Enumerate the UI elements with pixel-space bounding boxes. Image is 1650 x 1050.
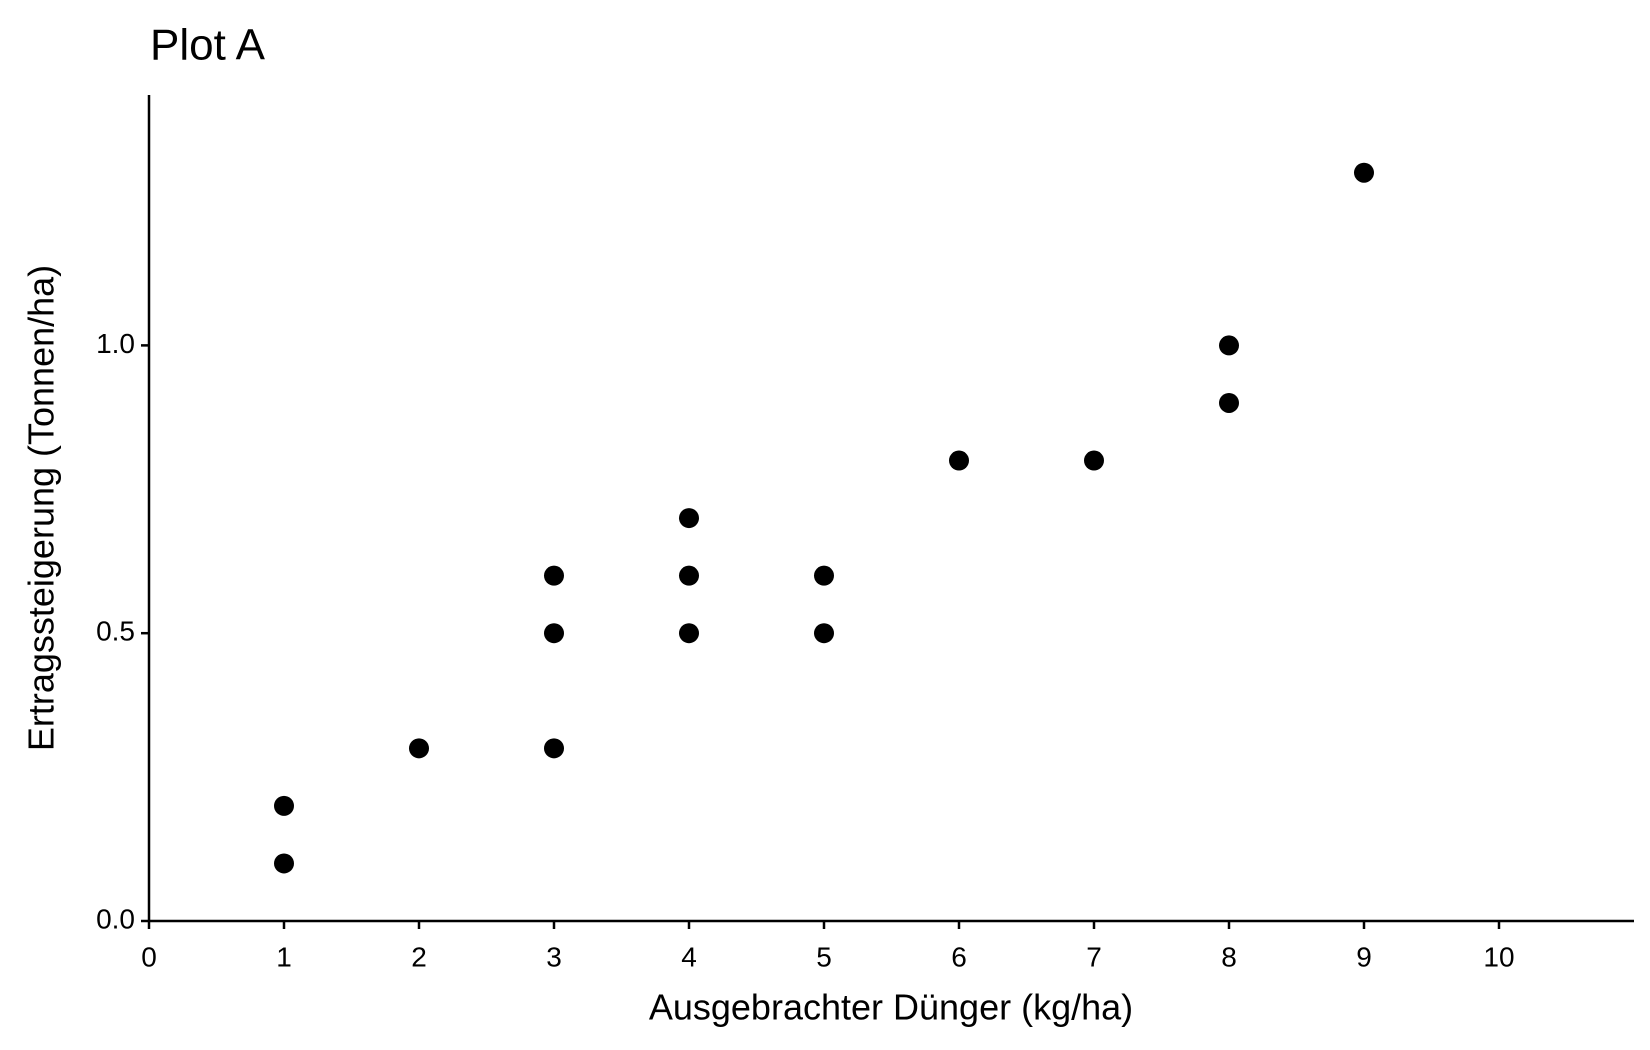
point (814, 565, 834, 586)
y-tick-label: 1.0 (96, 328, 135, 359)
point (544, 565, 564, 586)
point (1354, 162, 1374, 183)
x-tick-label: 6 (951, 941, 967, 972)
point (679, 623, 699, 644)
point (814, 623, 834, 644)
y-tick-label: 0.5 (96, 616, 135, 647)
x-tick-label: 0 (141, 941, 157, 972)
point (409, 738, 429, 759)
x-tick-label: 3 (546, 941, 562, 972)
x-axis-title: Ausgebrachter Dünger (kg/ha) (649, 987, 1133, 1028)
x-tick-label: 5 (816, 941, 832, 972)
point (679, 565, 699, 586)
point (274, 853, 294, 874)
point (1219, 392, 1239, 413)
x-tick-label: 4 (681, 941, 697, 972)
chart-title: Plot A (150, 21, 266, 70)
point (544, 623, 564, 644)
point (679, 508, 699, 529)
x-tick-label: 8 (1221, 941, 1237, 972)
x-tick-label: 2 (411, 941, 427, 972)
x-tick-label: 9 (1356, 941, 1372, 972)
point (1219, 335, 1239, 356)
point (1084, 450, 1104, 471)
x-tick-label: 7 (1086, 941, 1102, 972)
y-tick-label: 0.0 (96, 903, 135, 934)
point (274, 795, 294, 816)
x-tick-label: 10 (1483, 941, 1514, 972)
point (544, 738, 564, 759)
x-tick-label: 1 (276, 941, 292, 972)
point (949, 450, 969, 471)
y-axis-title: Ertragssteigerung (Tonnen/ha) (21, 265, 62, 751)
